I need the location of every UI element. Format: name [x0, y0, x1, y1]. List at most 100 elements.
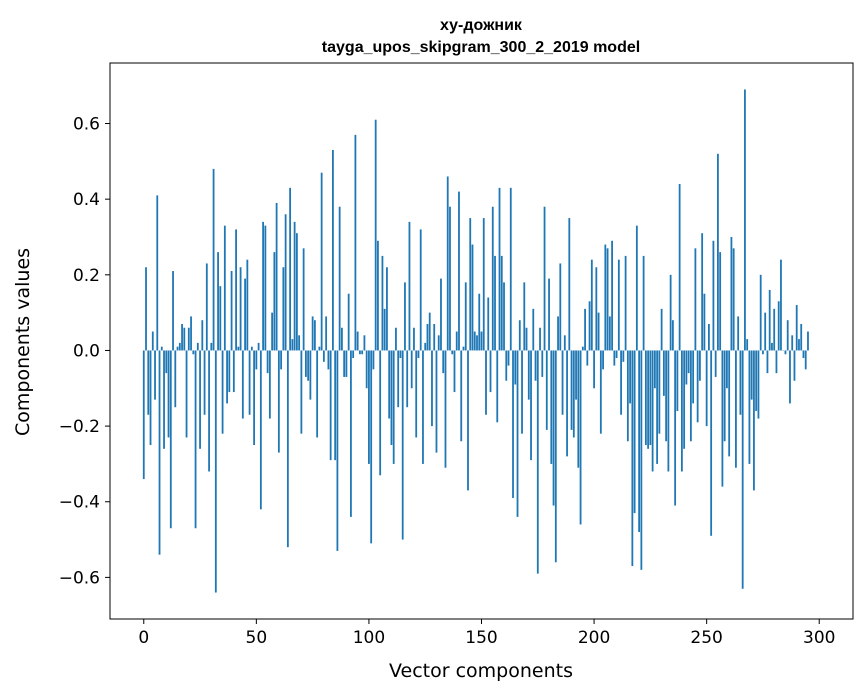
bar-component-1	[145, 267, 147, 351]
bar-component-82	[327, 350, 330, 370]
bar-component-230	[660, 308, 663, 351]
bar-component-264	[737, 316, 740, 351]
bar-component-186	[561, 350, 564, 415]
bar-component-189	[568, 218, 571, 351]
bar-component-132	[440, 278, 442, 351]
bar-component-294	[804, 350, 807, 370]
bar-component-100	[368, 350, 370, 464]
bar-component-249	[703, 293, 706, 351]
bar-component-165	[514, 350, 517, 385]
bar-component-131	[437, 335, 440, 351]
bar-component-12	[169, 350, 172, 529]
bar-component-69	[298, 335, 301, 351]
bar-component-73	[307, 350, 310, 381]
bar-component-5	[154, 350, 156, 400]
bar-component-244	[692, 350, 695, 404]
bar-component-204	[602, 350, 604, 370]
y-tick-label: −0.6	[59, 568, 100, 588]
bar-component-95	[356, 331, 359, 351]
bar-component-168	[521, 350, 523, 434]
bar-component-235	[671, 320, 674, 351]
bar-component-196	[584, 308, 586, 351]
bar-component-155	[491, 206, 494, 351]
bar-component-88	[341, 327, 343, 351]
bar-component-191	[572, 350, 575, 438]
bar-component-119	[410, 350, 413, 389]
bar-component-77	[316, 350, 319, 438]
bar-component-187	[563, 335, 566, 351]
bar-component-287	[789, 350, 791, 404]
bar-component-260	[728, 350, 731, 457]
bar-component-78	[318, 346, 321, 351]
bar-component-216	[629, 350, 631, 404]
bar-component-282	[777, 301, 780, 351]
bar-component-267	[744, 89, 746, 351]
bar-component-256	[719, 252, 722, 351]
bar-component-254	[714, 350, 717, 377]
bar-component-143	[464, 282, 467, 351]
bar-component-252	[710, 350, 713, 536]
bar-component-280	[773, 308, 776, 351]
bar-component-99	[365, 350, 368, 389]
bar-component-48	[250, 346, 253, 351]
bar-component-90	[345, 350, 348, 377]
bar-component-188	[566, 350, 568, 457]
bar-component-190	[570, 350, 573, 430]
bar-component-96	[359, 350, 361, 355]
bar-component-289	[793, 350, 796, 381]
bar-component-262	[732, 248, 735, 351]
bar-component-36	[223, 225, 226, 351]
bar-component-55	[266, 350, 269, 374]
bar-component-94	[354, 134, 357, 351]
bar-component-217	[631, 350, 634, 567]
bar-component-104	[377, 240, 379, 351]
bar-component-259	[726, 350, 728, 389]
bar-component-279	[771, 342, 773, 351]
bar-component-13	[172, 271, 174, 351]
bar-component-136	[449, 206, 451, 351]
bar-component-184	[557, 316, 559, 351]
bar-component-127	[428, 312, 431, 351]
bar-component-113	[397, 350, 400, 408]
bar-component-38	[228, 350, 231, 393]
bar-component-74	[309, 350, 312, 400]
bar-component-198	[588, 301, 591, 351]
bar-component-103	[374, 119, 377, 351]
bar-component-9	[163, 350, 165, 449]
bar-component-209	[613, 350, 616, 366]
bar-component-128	[431, 350, 433, 427]
bar-component-246	[696, 350, 699, 423]
bar-component-286	[786, 320, 789, 351]
bar-component-141	[460, 350, 463, 442]
y-tick-label: 0.0	[73, 341, 100, 361]
bar-component-42	[237, 346, 240, 351]
y-tick-label: 0.6	[73, 115, 100, 135]
bar-component-241	[685, 350, 688, 385]
bar-component-194	[579, 350, 582, 525]
bar-component-281	[775, 350, 778, 374]
bar-component-212	[620, 350, 622, 415]
bar-component-71	[302, 248, 305, 351]
bar-component-182	[552, 350, 555, 506]
bar-component-156	[494, 255, 496, 351]
bar-component-172	[530, 350, 532, 461]
bar-component-278	[768, 289, 771, 351]
bar-component-242	[687, 350, 690, 374]
bar-component-133	[442, 350, 445, 374]
bar-component-34	[219, 286, 222, 351]
bar-component-50	[255, 350, 258, 370]
bar-component-210	[615, 350, 618, 359]
bar-component-101	[370, 350, 373, 544]
bar-component-192	[575, 350, 577, 400]
bar-component-228	[656, 350, 659, 464]
bar-component-62	[282, 267, 285, 351]
bar-component-72	[304, 350, 307, 377]
bar-component-271	[753, 350, 755, 491]
bar-component-39	[230, 271, 233, 351]
bar-component-61	[280, 350, 283, 370]
bar-component-207	[608, 316, 611, 351]
bar-component-22	[192, 350, 195, 355]
bar-component-28	[205, 263, 208, 351]
bar-component-159	[500, 255, 503, 351]
bar-component-157	[496, 350, 499, 423]
